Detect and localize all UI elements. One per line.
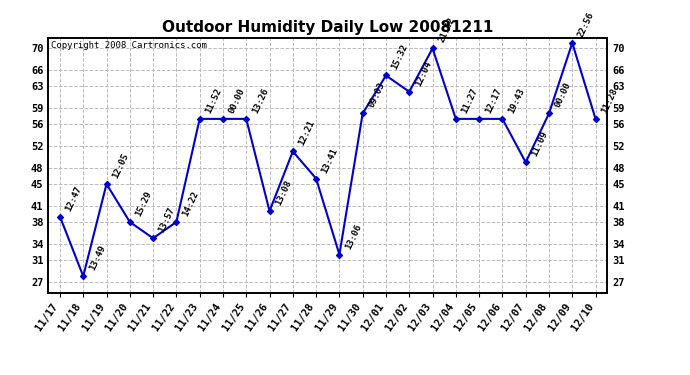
Text: 21:42: 21:42	[437, 16, 456, 44]
Text: 13:41: 13:41	[320, 146, 339, 174]
Text: 19:43: 19:43	[506, 87, 526, 115]
Text: 11:28: 11:28	[600, 87, 619, 115]
Text: 13:08: 13:08	[274, 179, 293, 207]
Text: 12:04: 12:04	[413, 59, 433, 88]
Text: 13:57: 13:57	[157, 206, 177, 234]
Text: 22:56: 22:56	[576, 10, 596, 39]
Text: 09:03: 09:03	[367, 81, 386, 109]
Text: 12:05: 12:05	[110, 152, 130, 180]
Text: Copyright 2008 Cartronics.com: Copyright 2008 Cartronics.com	[51, 41, 207, 50]
Text: 12:21: 12:21	[297, 119, 317, 147]
Text: 11:27: 11:27	[460, 87, 480, 115]
Text: 15:29: 15:29	[134, 190, 153, 218]
Text: 00:00: 00:00	[227, 87, 246, 115]
Text: 12:17: 12:17	[483, 87, 503, 115]
Title: Outdoor Humidity Daily Low 20081211: Outdoor Humidity Daily Low 20081211	[162, 20, 493, 35]
Text: 11:09: 11:09	[530, 130, 549, 158]
Text: 13:26: 13:26	[250, 87, 270, 115]
Text: 12:47: 12:47	[64, 184, 83, 212]
Text: 13:06: 13:06	[344, 222, 363, 251]
Text: 15:32: 15:32	[390, 43, 410, 71]
Text: 14:22: 14:22	[181, 190, 200, 218]
Text: 13:49: 13:49	[88, 244, 107, 272]
Text: 11:52: 11:52	[204, 87, 224, 115]
Text: 00:00: 00:00	[553, 81, 573, 109]
